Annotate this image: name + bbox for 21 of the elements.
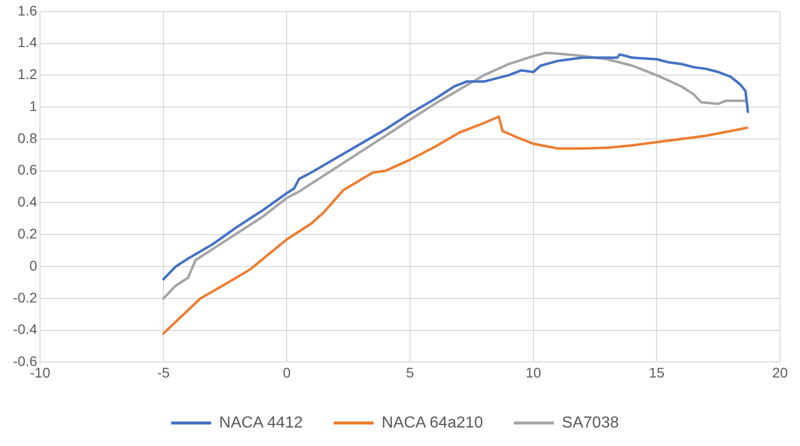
legend-label: SA7038 [562,414,619,432]
y-tick-label: 1.6 [18,2,38,18]
x-tick-label: 0 [282,364,291,380]
x-tick-label: 5 [406,364,414,380]
x-tick-label: -5 [157,364,170,380]
y-tick-label: 0.8 [18,130,38,146]
x-tick-label: 10 [526,364,542,380]
x-tick-label: 15 [648,364,665,380]
legend-label: NACA 4412 [219,414,303,432]
y-tick-label: -0.4 [13,321,38,338]
y-tick-label: 1 [29,98,38,114]
y-tick-label: 0 [29,257,38,274]
y-tick-label: -0.2 [13,289,38,306]
y-tick-label: -0.6 [13,353,38,370]
legend-label: NACA 64a210 [382,414,484,432]
y-tick-label: 0.6 [18,162,38,178]
x-tick-label: 20 [772,364,788,380]
y-tick-label: 0.4 [18,194,38,210]
y-tick-label: 1.2 [18,66,38,82]
y-tick-label: 1.4 [18,34,38,50]
y-tick-label: 0.2 [18,225,38,242]
